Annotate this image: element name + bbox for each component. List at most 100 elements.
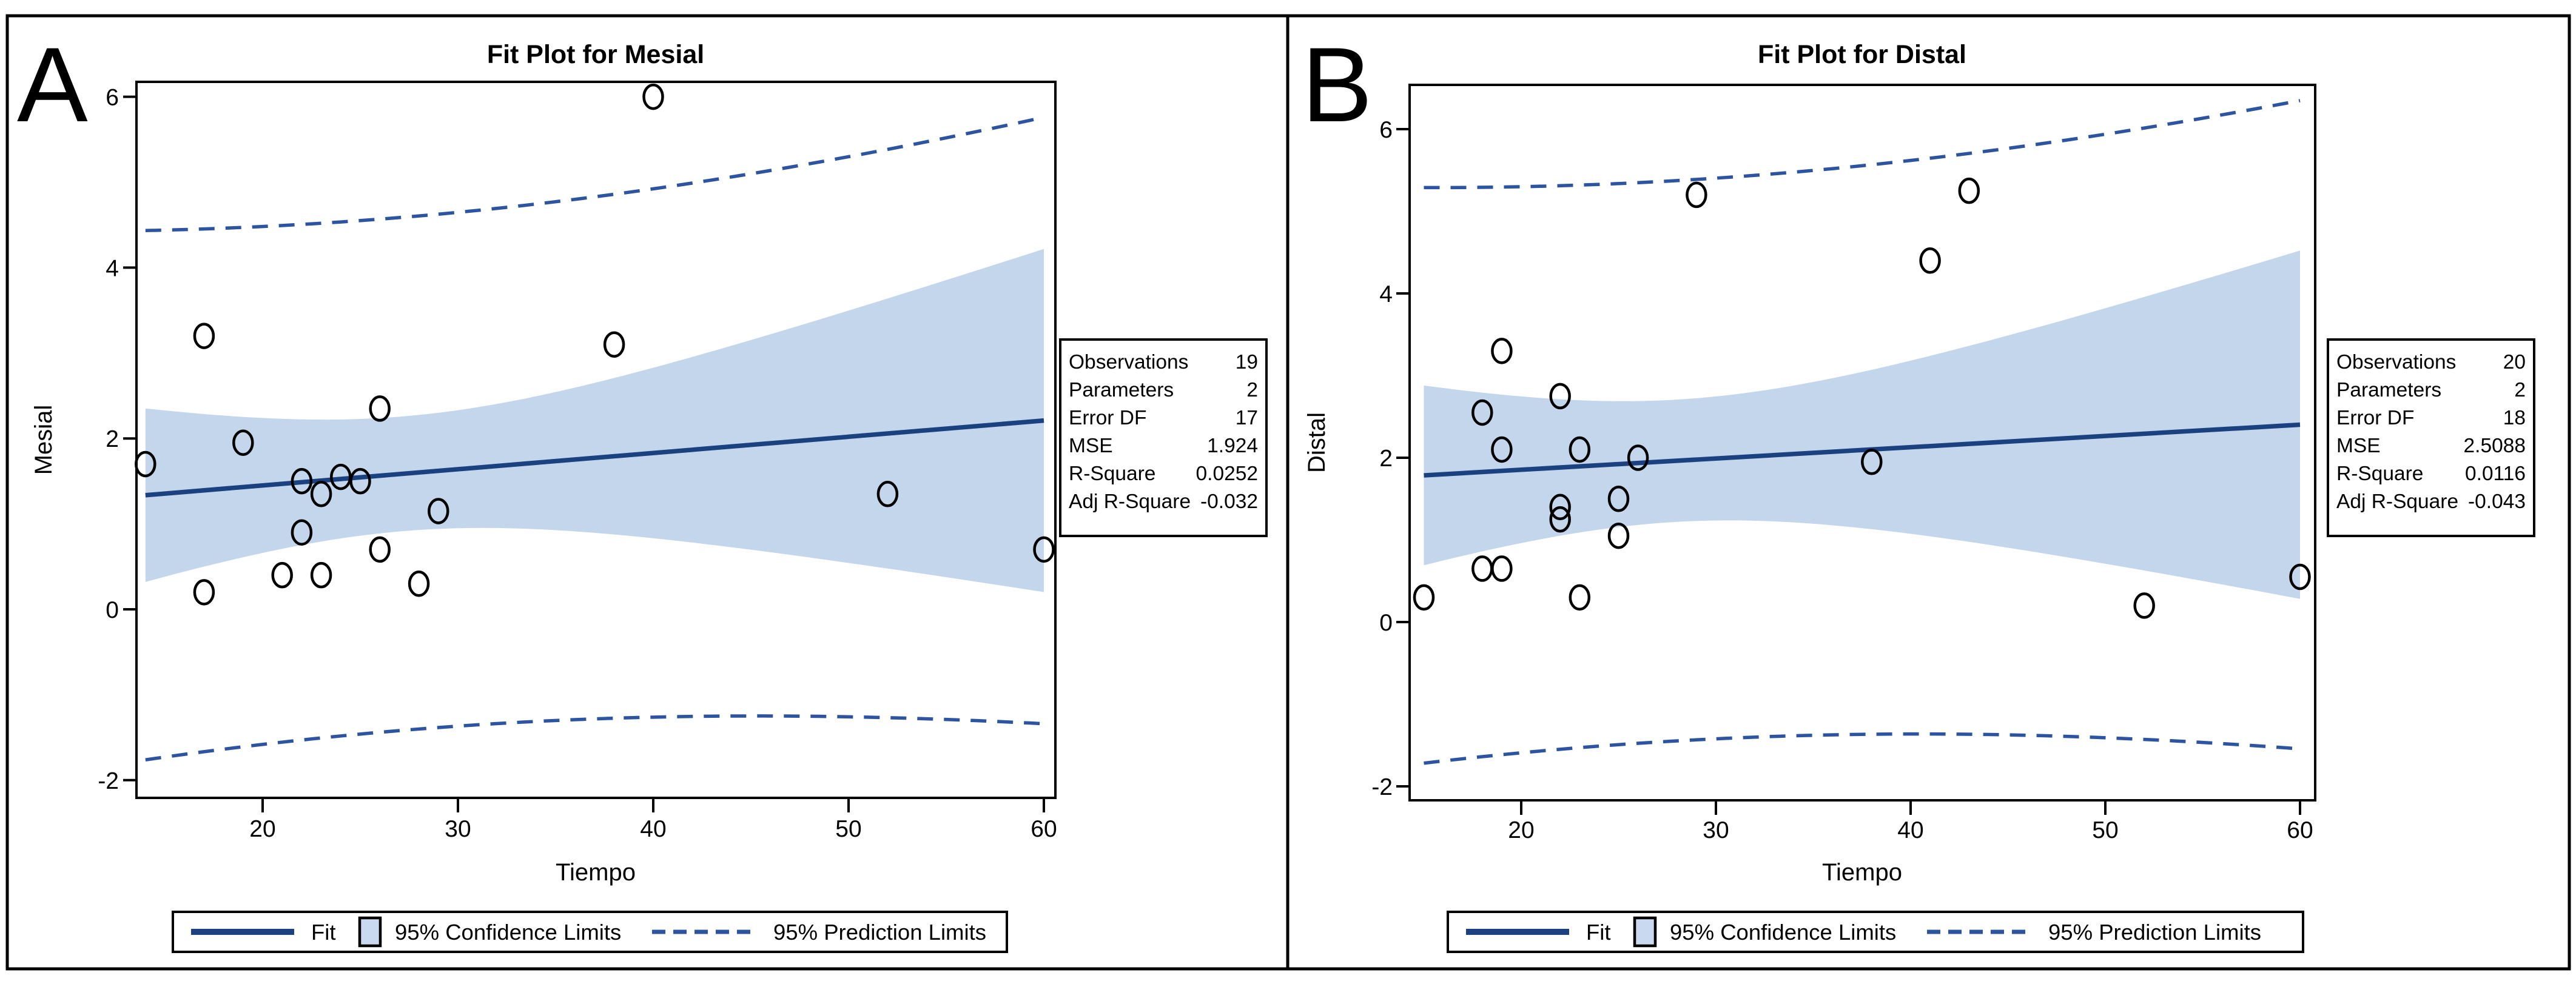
data-point xyxy=(193,323,215,349)
stats-value: 18 xyxy=(2503,407,2526,429)
legend-box xyxy=(172,911,1008,953)
prediction-limit-lower xyxy=(1424,732,2301,765)
stats-box xyxy=(2327,338,2535,537)
x-tick-label: 60 xyxy=(1031,816,1057,842)
data-point xyxy=(603,331,625,358)
data-point xyxy=(291,519,313,546)
data-point xyxy=(1958,177,1980,204)
data-point xyxy=(2133,592,2155,619)
stats-value: 2 xyxy=(2514,379,2526,401)
legend-box xyxy=(1447,911,2304,953)
legend-confidence-label: 95% Confidence Limits xyxy=(1670,920,1896,945)
y-tick-label: 6 xyxy=(106,85,119,111)
panel-letter: B xyxy=(1302,26,1373,144)
stats-value: 20 xyxy=(2503,351,2526,373)
data-point xyxy=(369,395,391,422)
data-point xyxy=(428,498,449,524)
stats-label: R-Square xyxy=(1069,463,1155,485)
y-tick-label: -2 xyxy=(98,768,119,794)
stats-value: -0.043 xyxy=(2468,490,2526,513)
data-point xyxy=(310,561,332,589)
data-point xyxy=(1569,436,1591,463)
confidence-band xyxy=(145,249,1044,592)
data-point xyxy=(1861,449,1883,475)
stats-value: -0.032 xyxy=(1200,490,1258,513)
y-tick-label: 4 xyxy=(1379,281,1393,307)
data-point xyxy=(1627,444,1649,471)
fit-line xyxy=(1424,422,2301,478)
y-tick-label: 6 xyxy=(1379,117,1393,143)
stats-box xyxy=(1059,338,1268,537)
data-point xyxy=(271,561,293,589)
data-point xyxy=(232,429,254,456)
x-tick-label: 20 xyxy=(249,816,275,842)
plot-frame xyxy=(135,81,1057,799)
stats-value: 19 xyxy=(1236,351,1258,373)
prediction-limit-lower xyxy=(145,714,1044,761)
data-point xyxy=(408,570,430,597)
data-point xyxy=(1471,555,1493,582)
stats-label: Observations xyxy=(2336,351,2456,373)
data-point xyxy=(1569,584,1591,611)
y-tick-label: 0 xyxy=(106,597,119,623)
panel-b: B Fit Plot for Distal -2 0 2 4 6 20 30 40 50 60 Tiem… xyxy=(1302,26,2535,953)
x-axis-label: Tiempo xyxy=(556,859,636,886)
legend-confidence-swatch xyxy=(358,916,382,948)
legend-confidence-label: 95% Confidence Limits xyxy=(395,920,621,945)
stats-label: Adj R-Square xyxy=(1069,490,1191,513)
plot-frame xyxy=(1408,84,2316,802)
stats-value: 2 xyxy=(1246,379,1258,401)
x-tick-label: 50 xyxy=(835,816,861,842)
x-axis-label: Tiempo xyxy=(1822,859,1902,886)
x-tick-label: 50 xyxy=(2092,817,2118,843)
prediction-limit-upper xyxy=(1424,99,2301,190)
stats-label: Adj R-Square xyxy=(2336,490,2458,513)
stats-value: 1.924 xyxy=(1207,435,1258,457)
data-point xyxy=(876,481,899,507)
legend-prediction-label: 95% Prediction Limits xyxy=(2048,920,2261,945)
y-tick-label: 4 xyxy=(106,255,119,281)
data-point xyxy=(2289,563,2311,591)
data-point xyxy=(1491,338,1513,364)
data-point xyxy=(369,536,391,563)
plot-title: Fit Plot for Distal xyxy=(1758,40,1966,69)
panel-letter: A xyxy=(17,26,88,144)
y-tick-label: 2 xyxy=(106,426,119,452)
stats-value: 0.0252 xyxy=(1196,463,1258,485)
x-tick-label: 60 xyxy=(2287,817,2313,843)
data-point xyxy=(1033,536,1055,563)
legend-prediction-label: 95% Prediction Limits xyxy=(773,920,986,945)
y-tick-label: 0 xyxy=(1379,610,1393,636)
data-point xyxy=(1471,399,1493,426)
x-tick-label: 30 xyxy=(1703,817,1729,843)
data-point xyxy=(193,579,215,606)
data-point xyxy=(1413,584,1435,611)
stats-label: Observations xyxy=(1069,351,1188,373)
legend-fit-label: Fit xyxy=(311,920,336,945)
stats-label: Parameters xyxy=(2336,379,2441,401)
stats-label: R-Square xyxy=(2336,463,2423,485)
data-point xyxy=(1607,522,1630,549)
y-tick-label: -2 xyxy=(1371,774,1393,800)
prediction-limit-upper xyxy=(145,115,1044,233)
data-point xyxy=(310,481,332,507)
plot-title: Fit Plot for Mesial xyxy=(487,40,704,69)
fit-line xyxy=(145,418,1044,498)
panel-a: A Fit Plot for Mesial -2 0 2 4 6 20 30 40 50 60 Tiem… xyxy=(17,26,1268,953)
stats-value: 2.5088 xyxy=(2464,435,2526,457)
stats-value: 0.0116 xyxy=(2465,463,2526,485)
stats-label: Parameters xyxy=(1069,379,1174,401)
data-point xyxy=(1686,181,1707,209)
stats-label: MSE xyxy=(2336,435,2381,457)
data-point xyxy=(1549,494,1571,521)
x-tick-label: 20 xyxy=(1508,817,1534,843)
data-point xyxy=(1491,555,1513,582)
y-axis-label: Mesial xyxy=(30,405,57,475)
data-point xyxy=(1549,506,1571,533)
stats-label: Error DF xyxy=(2336,407,2414,429)
data-point xyxy=(1607,486,1630,512)
stats-value: 17 xyxy=(1236,407,1258,429)
stats-label: MSE xyxy=(1069,435,1113,457)
